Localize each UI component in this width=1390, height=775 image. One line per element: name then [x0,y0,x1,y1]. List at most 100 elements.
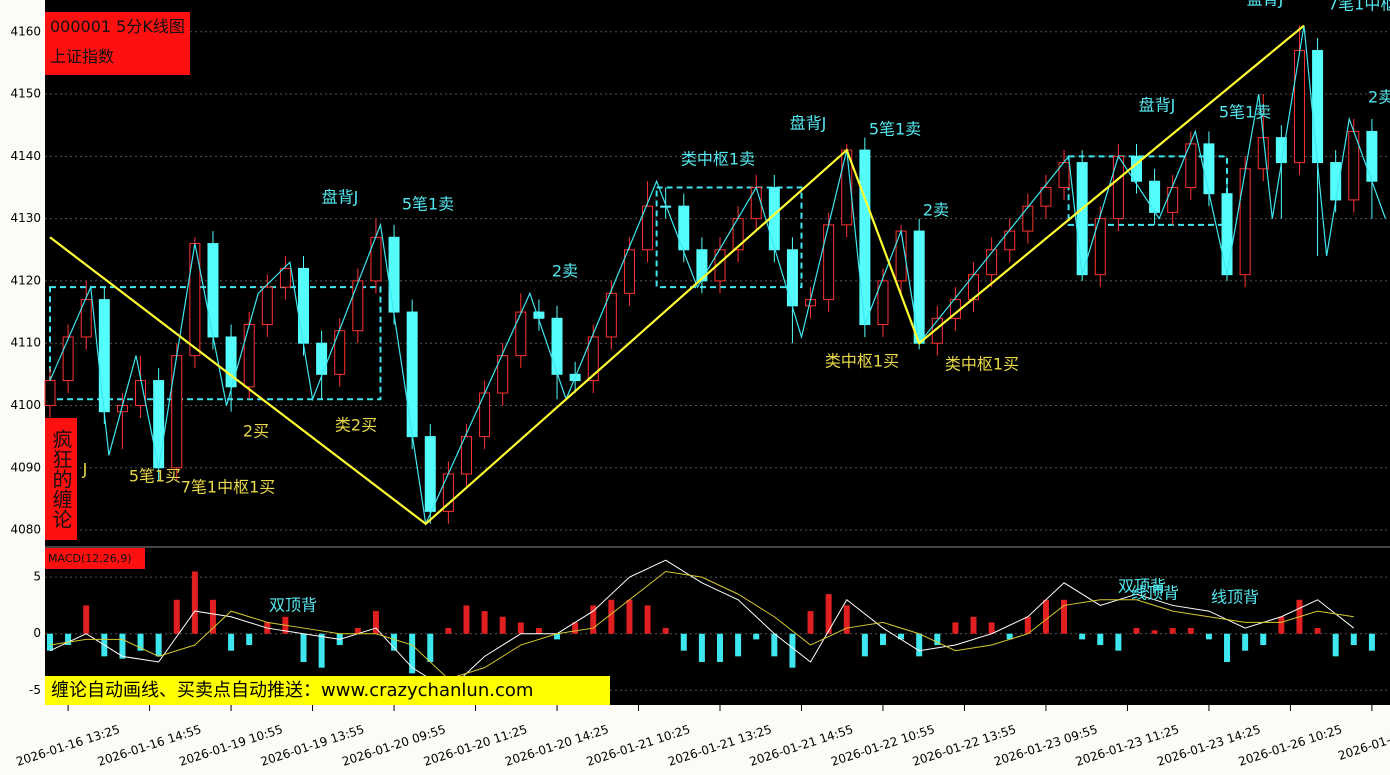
candle-body [605,292,617,338]
macd-bar [1042,599,1049,634]
candle-body [986,249,998,276]
macd-bar [1151,630,1158,634]
candle-body [225,336,237,388]
annotation: 双顶背 [269,596,317,615]
macd-bar [916,633,923,657]
bi-line [49,25,1387,526]
candle-body [1312,49,1324,164]
macd-bar [825,594,832,634]
macd-bar [1205,633,1212,640]
candle-body [877,280,889,326]
macd-bar [409,633,416,674]
annotation: 5笔1卖 [869,120,921,139]
macd-bar [481,611,488,634]
annotation: 5笔1卖 [402,195,454,214]
candle-body [316,342,328,375]
macd-bar [1079,633,1086,640]
candle-body [623,249,635,294]
macd-bar [300,633,307,663]
annotation: 2卖 [552,262,578,281]
annotation: 盘背J [1247,0,1284,9]
candle-body [913,230,925,344]
y-tick-label: 5 [33,570,41,584]
macd-bar [717,633,723,663]
macd-bar [517,622,524,634]
macd-bar [680,633,687,651]
y-tick-label: 4160 [10,24,41,38]
candle-body [207,243,219,338]
zhongshu-box [655,186,803,289]
macd-bar [137,633,144,651]
candle-body [1366,130,1378,182]
annotation: J [82,460,88,479]
annotation: 类中枢1买 [825,352,899,371]
macd-bar [988,622,995,634]
macd-bar [771,633,778,657]
annotation: 双顶背 [1118,577,1166,596]
annotation: 7笔1中枢1买 [181,478,276,497]
candle-body [533,311,545,319]
macd-bar [1061,599,1068,634]
macd-bar [789,633,796,668]
macd-bar [879,633,886,646]
candle-body [497,355,509,394]
annotation: 盘背J [322,188,359,207]
dea-line [49,570,1354,680]
macd-bar [119,633,126,659]
candle-body [931,317,943,344]
macd-bar [1332,633,1339,657]
candle-body [1167,186,1179,213]
segment-line [49,24,1305,526]
annotation: 线顶背 [1131,584,1179,603]
candle-body [44,380,56,406]
chart-title: 000001 5分K线图 [50,17,185,36]
candle-body [171,355,183,469]
macd-bar [608,599,615,634]
title-box: 000001 5分K线图 上证指数 [45,12,190,75]
macd-bar [1169,628,1176,634]
macd-bar [590,605,597,634]
annotation: 2买 [243,422,269,441]
macd-bar [1368,633,1375,651]
y-tick-label: -5 [29,683,41,697]
macd-bar [1024,616,1031,634]
macd-bar [934,633,941,646]
x-tick-label: 2026-01-26 [1336,728,1390,763]
macd-bar [861,633,868,657]
candle-body [515,311,527,357]
annotation: 7笔1中枢1卖 [1328,0,1390,14]
macd-bar [1187,628,1194,634]
candle-body [587,336,599,382]
macd-bar [191,571,198,634]
macd-bar [843,605,850,634]
candle-body [1221,193,1233,276]
annotation: 2卖 [1368,88,1390,107]
macd-bar [372,611,379,634]
macd-bar [662,628,669,634]
dif-line [49,559,1355,691]
candle-body [642,205,654,251]
candle-body [243,324,255,388]
macd-bar [173,599,180,634]
annotation: 类2买 [335,416,377,435]
candle-body [62,336,74,382]
macd-bar [391,633,398,651]
macd-bar [1006,633,1013,640]
annotation: 盘背J [1139,96,1176,115]
macd-bar [318,633,325,668]
candle-body [298,267,310,344]
y-tick-label: 0 [33,626,41,640]
candle-body [1203,143,1215,195]
y-tick-label: 4130 [10,211,41,225]
candle-body [1040,186,1052,207]
macd-bar [1097,633,1104,646]
candle-body [424,436,436,512]
candle-body [1149,180,1161,213]
candle-body [460,436,472,475]
macd-bar [155,633,162,657]
annotation: 类中枢1卖 [681,150,755,169]
macd-bar [554,633,561,640]
candle-body [388,236,400,313]
macd-bar [807,611,814,634]
candle-body [678,205,690,251]
